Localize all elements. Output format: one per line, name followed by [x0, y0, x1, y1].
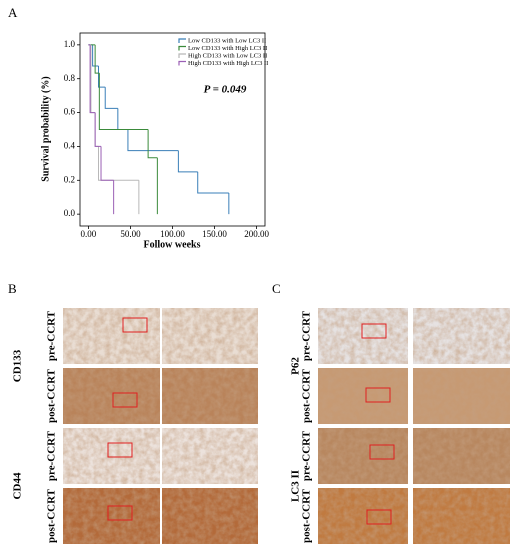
micrograph-texture	[162, 428, 258, 484]
micrograph-texture	[63, 428, 160, 484]
legend-label: Low CD133 with Low LC3 II	[188, 37, 266, 44]
marker-label: CD133	[12, 349, 24, 382]
zoom-box	[369, 444, 395, 460]
legend-label: High CD133 with Low LC3 II	[188, 52, 267, 59]
legend-label: Low CD133 with High LC3 II	[188, 45, 267, 52]
legend-swatch	[178, 53, 186, 58]
legend-swatch	[178, 45, 186, 51]
legend-swatch	[178, 38, 186, 43]
y-axis-label: Survival probability (%)	[40, 76, 51, 181]
micrograph-texture	[63, 308, 160, 364]
x-tick-label: 200.00	[244, 229, 269, 239]
row-label: pre-CCRT	[46, 430, 58, 481]
survival-step	[197, 171, 229, 194]
micrograph-texture	[413, 428, 510, 484]
zoom-box	[107, 505, 133, 521]
zoom-box	[122, 317, 148, 333]
y-tick-label: 0.8	[64, 73, 76, 83]
row-label: post-CCRT	[301, 488, 313, 543]
y-tick-label: 0.4	[64, 140, 76, 150]
micrograph-texture	[318, 428, 408, 484]
y-tick-label: 1.0	[64, 39, 76, 49]
survival-step	[98, 73, 149, 130]
marker-label: CD44	[12, 472, 24, 499]
survival-step	[127, 129, 179, 152]
y-tick-label: 0.6	[64, 107, 76, 117]
micrograph-texture	[162, 368, 258, 424]
x-axis-label: Follow weeks	[144, 239, 201, 250]
y-tick-label: 0.0	[64, 208, 76, 218]
zoom-box	[112, 392, 138, 408]
zoom-box	[366, 509, 392, 525]
micrograph-texture	[318, 368, 408, 424]
micrograph-texture	[413, 368, 510, 424]
row-label: post-CCRT	[46, 488, 58, 543]
panel-label: C	[272, 281, 281, 296]
survival-step	[92, 44, 99, 67]
survival-step	[94, 44, 100, 74]
survival-step	[104, 87, 118, 109]
micrograph-texture	[413, 308, 510, 364]
p-value: P = 0.049	[204, 84, 247, 96]
micrograph-texture	[162, 308, 258, 364]
legend-label: High CD133 with High LC3 II	[188, 60, 268, 67]
legend-swatch	[178, 60, 186, 66]
zoom-box	[361, 323, 387, 339]
micrograph-texture	[162, 488, 258, 544]
y-tick-label: 0.2	[64, 174, 75, 184]
marker-label: LC3 II	[290, 470, 302, 502]
survival-step	[89, 44, 96, 114]
x-tick-label: 0.00	[81, 229, 97, 239]
survival-step	[98, 146, 139, 181]
micrograph-texture	[413, 488, 510, 544]
marker-label: P62	[290, 357, 302, 375]
survival-step	[100, 146, 114, 181]
panel-label: B	[8, 281, 17, 296]
micrograph-texture	[63, 368, 160, 424]
x-tick-label: 150.00	[202, 229, 227, 239]
survival-step	[94, 112, 99, 147]
survival-step	[177, 150, 198, 173]
row-label: post-CCRT	[46, 368, 58, 423]
micrograph-texture	[63, 488, 160, 544]
x-tick-label: 100.00	[160, 229, 185, 239]
zoom-box	[365, 387, 391, 403]
x-tick-label: 50.00	[120, 229, 141, 239]
row-label: post-CCRT	[301, 368, 313, 423]
survival-step	[94, 112, 102, 147]
row-label: pre-CCRT	[301, 430, 313, 481]
survival-step	[147, 129, 158, 159]
survival-step	[117, 108, 128, 130]
row-label: pre-CCRT	[301, 310, 313, 361]
row-label: pre-CCRT	[46, 310, 58, 361]
micrograph-texture	[318, 488, 408, 544]
micrograph-texture	[318, 308, 408, 364]
zoom-box	[107, 442, 133, 458]
panel-label: A	[8, 5, 18, 20]
